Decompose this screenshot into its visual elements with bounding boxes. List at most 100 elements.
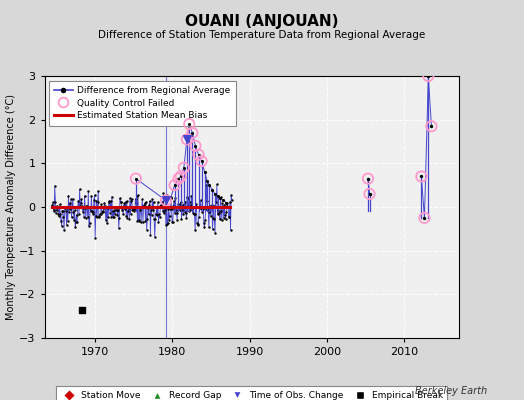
Point: [190, 211, 198, 218]
Point: [159, 190, 168, 196]
Point: [112, 207, 120, 214]
Point: [226, 198, 234, 205]
Point: [427, 123, 435, 130]
Point: [143, 227, 151, 233]
Point: [60, 227, 68, 233]
Point: [113, 207, 121, 214]
Point: [365, 191, 374, 197]
Point: [115, 225, 123, 231]
Point: [195, 214, 203, 220]
Point: [84, 188, 93, 194]
Point: [143, 216, 151, 222]
Point: [90, 192, 99, 198]
Point: [78, 306, 86, 313]
Point: [103, 204, 112, 211]
Point: [59, 213, 68, 220]
Point: [212, 199, 221, 205]
Point: [205, 182, 214, 188]
Point: [123, 214, 132, 221]
Point: [136, 207, 145, 213]
Point: [176, 207, 184, 213]
Point: [60, 204, 69, 210]
Point: [49, 199, 57, 205]
Point: [109, 208, 117, 214]
Point: [125, 216, 134, 222]
Point: [129, 208, 138, 214]
Point: [427, 123, 435, 130]
Point: [147, 211, 156, 218]
Point: [182, 210, 190, 217]
Point: [140, 204, 148, 210]
Point: [78, 203, 86, 210]
Point: [202, 182, 211, 188]
Point: [188, 130, 196, 136]
Point: [156, 214, 164, 220]
Point: [203, 178, 211, 184]
Point: [177, 173, 185, 180]
Text: OUANI (ANJOUAN): OUANI (ANJOUAN): [185, 14, 339, 29]
Point: [99, 208, 107, 215]
Point: [223, 202, 232, 209]
Point: [96, 211, 104, 218]
Point: [53, 204, 62, 210]
Point: [136, 205, 144, 211]
Point: [216, 194, 225, 200]
Point: [175, 204, 183, 210]
Point: [190, 211, 199, 218]
Point: [149, 206, 157, 213]
Point: [111, 210, 119, 217]
Point: [49, 206, 58, 213]
Point: [54, 211, 63, 218]
Point: [154, 199, 162, 205]
Point: [224, 204, 232, 211]
Point: [162, 197, 170, 204]
Point: [181, 199, 189, 205]
Point: [204, 224, 213, 230]
Point: [197, 205, 205, 212]
Point: [79, 204, 88, 211]
Point: [85, 222, 93, 229]
Point: [120, 200, 128, 206]
Point: [102, 216, 110, 223]
Point: [191, 143, 200, 149]
Point: [80, 193, 89, 199]
Point: [116, 199, 125, 205]
Point: [187, 192, 195, 199]
Point: [105, 199, 113, 206]
Point: [221, 216, 230, 222]
Point: [217, 217, 226, 223]
Point: [93, 214, 101, 220]
Point: [188, 206, 196, 212]
Point: [56, 211, 64, 217]
Point: [69, 208, 78, 215]
Point: [192, 201, 201, 208]
Point: [58, 208, 67, 214]
Point: [182, 215, 191, 221]
Point: [160, 207, 169, 214]
Point: [56, 201, 64, 208]
Point: [206, 203, 214, 209]
Point: [162, 222, 170, 229]
Point: [151, 216, 160, 222]
Point: [177, 199, 185, 205]
Point: [198, 208, 206, 215]
Point: [77, 200, 85, 206]
Point: [117, 199, 125, 206]
Point: [72, 219, 80, 226]
Point: [134, 192, 142, 198]
Point: [116, 195, 124, 202]
Point: [180, 209, 189, 215]
Point: [169, 219, 177, 226]
Point: [213, 181, 221, 188]
Point: [62, 222, 71, 228]
Point: [132, 200, 140, 206]
Point: [87, 193, 95, 199]
Point: [104, 214, 112, 220]
Point: [125, 205, 133, 211]
Point: [75, 211, 83, 217]
Point: [108, 194, 116, 200]
Point: [170, 182, 179, 188]
Point: [203, 198, 211, 204]
Point: [114, 207, 122, 214]
Point: [201, 217, 209, 223]
